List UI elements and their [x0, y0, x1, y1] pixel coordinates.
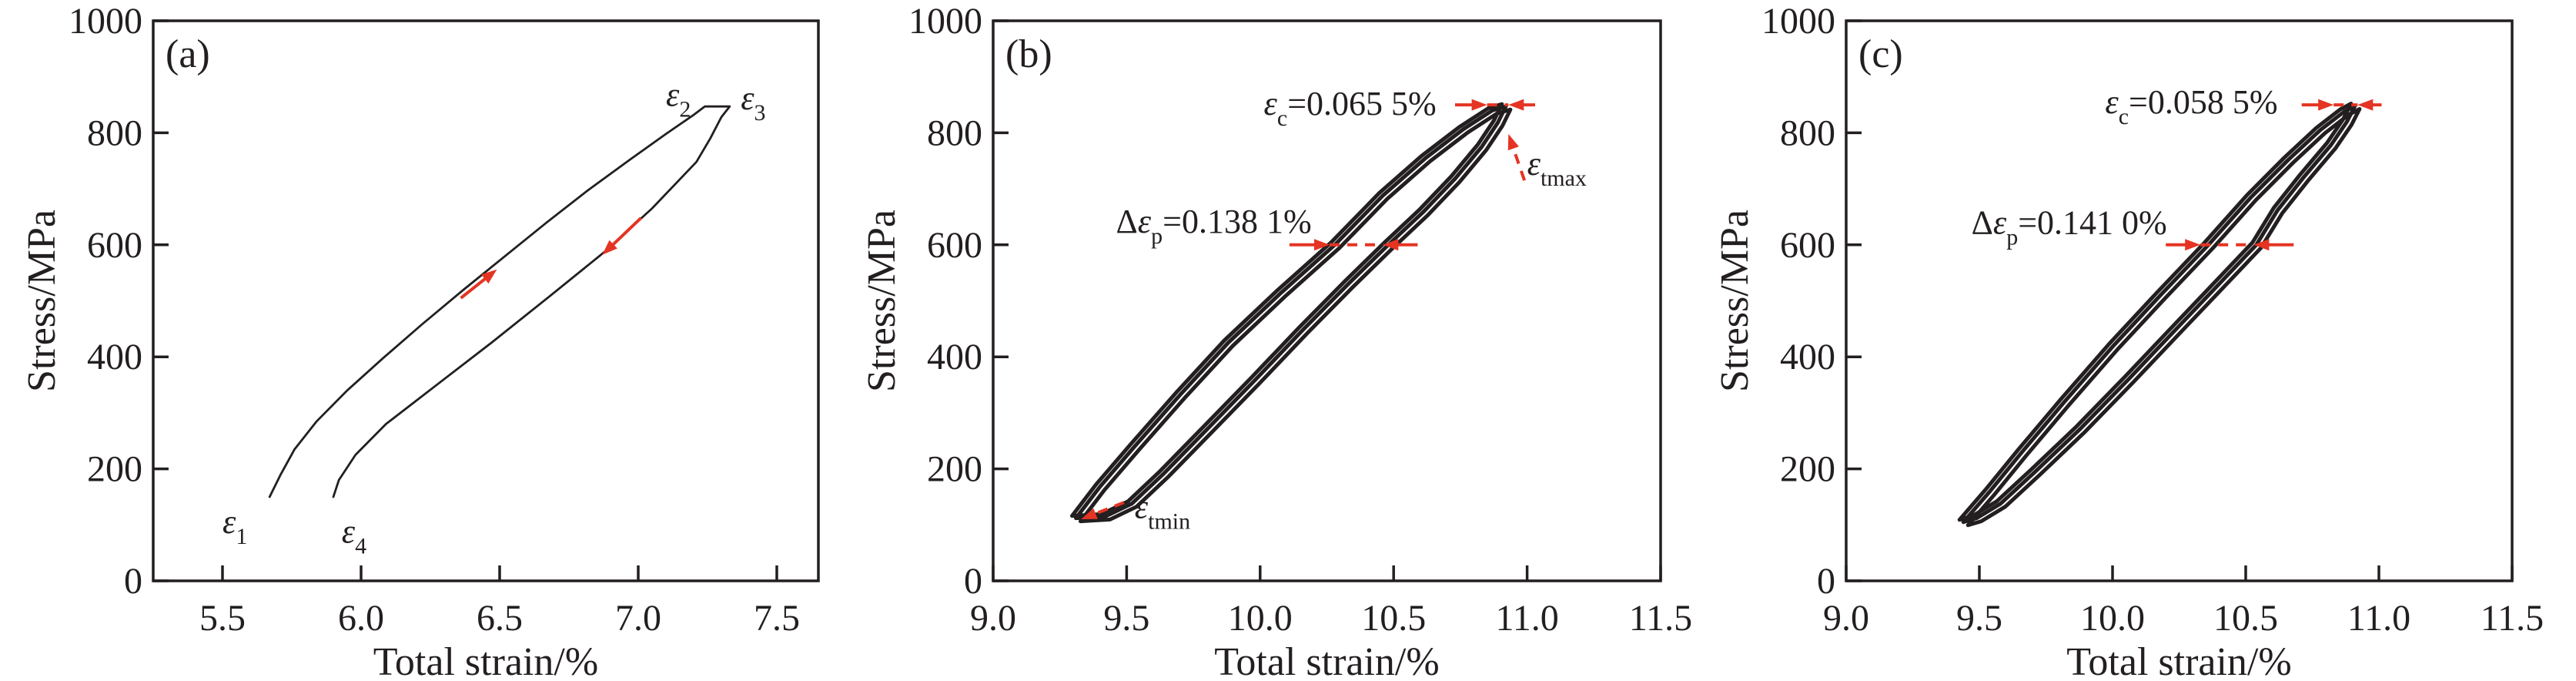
panel-label: (c) — [1858, 32, 1903, 76]
x-tick-label: 10.5 — [2213, 598, 2278, 639]
axis-frame — [992, 19, 1662, 582]
x-axis-title: Total strain/% — [1214, 640, 1439, 681]
label-epsilon-2: ε2 — [666, 76, 691, 122]
y-axis-title: Stress/MPa — [1717, 210, 1757, 392]
x-tick-label: 11.5 — [1629, 598, 1692, 639]
x-tick-label: 6.0 — [338, 598, 384, 639]
x-axis-title: Total strain/% — [373, 640, 598, 681]
epsilon-tmax-arrow-line — [1510, 141, 1526, 181]
y-axis-title: Stress/MPa — [20, 210, 64, 392]
y-tick-label: 600 — [927, 225, 982, 266]
x-tick-label: 7.5 — [754, 598, 800, 639]
x-tick-label: 11.0 — [1495, 598, 1558, 639]
unloading-direction-arrow-line — [607, 216, 642, 250]
axis-frame — [152, 19, 820, 582]
x-tick-label: 10.5 — [1361, 598, 1426, 639]
unloading-direction-arrow-head — [602, 240, 617, 255]
label-epsilon-tmin: εtmin — [1135, 488, 1190, 535]
hysteresis-loop-cycles — [1074, 104, 1508, 521]
y-tick-label: 800 — [927, 112, 982, 153]
y-tick-label: 0 — [1817, 561, 1835, 602]
x-tick-label: 9.5 — [1103, 598, 1149, 639]
y-tick-label: 200 — [1780, 449, 1835, 490]
chart-panel-a: 5.5 6.0 6.5 7.0 7.5 0 200 400 600 800 1000 Total st… — [20, 1, 820, 681]
y-tick-label: 1000 — [1761, 1, 1835, 42]
x-tick-label: 5.5 — [199, 598, 246, 639]
width-arrow-left-head — [2185, 239, 2201, 251]
y-tick-label: 800 — [1780, 112, 1835, 153]
y-tick-label: 1000 — [908, 1, 982, 42]
x-tick-label: 9.0 — [1823, 598, 1869, 639]
panel-label: (b) — [1005, 32, 1052, 76]
y-tick-label: 200 — [87, 449, 142, 490]
y-tick-label: 400 — [87, 337, 142, 377]
tip-arrow-left-head — [2318, 99, 2334, 111]
y-tick-label: 600 — [1780, 225, 1835, 266]
y-tick-label: 600 — [87, 225, 142, 266]
epsilon-tmin-arrow-head — [1081, 508, 1098, 519]
hysteresis-loop-cycles — [1079, 107, 1513, 524]
y-tick-label: 0 — [964, 561, 982, 602]
tip-arrow-right-head — [2357, 99, 2374, 111]
width-arrow-left-head — [1314, 239, 1330, 251]
y-tick-label: 400 — [1780, 337, 1835, 377]
epsilon-tmin-arrow-line — [1088, 501, 1125, 518]
hysteresis-loop-cycles — [1961, 104, 2357, 525]
x-tick-label: 9.5 — [1956, 598, 2002, 639]
x-tick-label: 11.5 — [2481, 598, 2544, 639]
y-tick-label: 0 — [124, 561, 142, 602]
chart-panel-b: 9.0 9.5 10.0 10.5 11.0 11.5 0 200 400 600 800 1000 T… — [860, 1, 1692, 681]
label-delta-epsilon-p: Δεp=0.138 1% — [1116, 203, 1312, 249]
y-tick-label: 200 — [927, 449, 982, 490]
hysteresis-loop-cycles — [1070, 102, 1504, 518]
width-arrow-right-head — [2253, 239, 2270, 251]
chart-panel-c: 9.0 9.5 10.0 10.5 11.0 11.5 0 200 400 600 800 1000 T… — [1717, 1, 2544, 681]
label-epsilon-4: ε4 — [342, 513, 366, 559]
y-tick-label: 400 — [927, 337, 982, 377]
tip-arrow-left-head — [1471, 99, 1487, 111]
axis-frame — [1845, 19, 2514, 582]
hysteresis-loop-cycles — [1965, 107, 2362, 528]
x-tick-label: 10.0 — [1228, 598, 1293, 639]
x-tick-label: 6.5 — [477, 598, 523, 639]
x-axis-title: Total strain/% — [2066, 640, 2291, 681]
label-epsilon-1: ε1 — [222, 503, 247, 549]
y-tick-label: 800 — [87, 112, 142, 153]
hysteresis-loop-cycles — [1957, 102, 2354, 522]
panel-label: (a) — [166, 32, 210, 76]
x-tick-label: 7.0 — [615, 598, 661, 639]
y-tick-label: 1000 — [69, 1, 142, 42]
label-epsilon-c: εc=0.065 5% — [1264, 85, 1437, 131]
label-epsilon-tmax: εtmax — [1527, 145, 1587, 191]
tip-arrow-right-head — [1508, 99, 1524, 111]
x-tick-label: 11.0 — [2347, 598, 2410, 639]
x-tick-label: 9.0 — [970, 598, 1016, 639]
x-tick-label: 10.0 — [2080, 598, 2145, 639]
y-axis-title: Stress/MPa — [860, 210, 904, 392]
loading-direction-arrow-head — [481, 269, 497, 284]
label-epsilon-c: εc=0.058 5% — [2105, 83, 2277, 129]
hysteresis-loop — [268, 105, 731, 498]
label-delta-epsilon-p: Δεp=0.141 0% — [1972, 203, 2167, 250]
width-arrow-right-head — [1383, 239, 1399, 251]
epsilon-tmax-arrow-head — [1507, 133, 1519, 151]
label-epsilon-3: ε3 — [741, 79, 765, 126]
